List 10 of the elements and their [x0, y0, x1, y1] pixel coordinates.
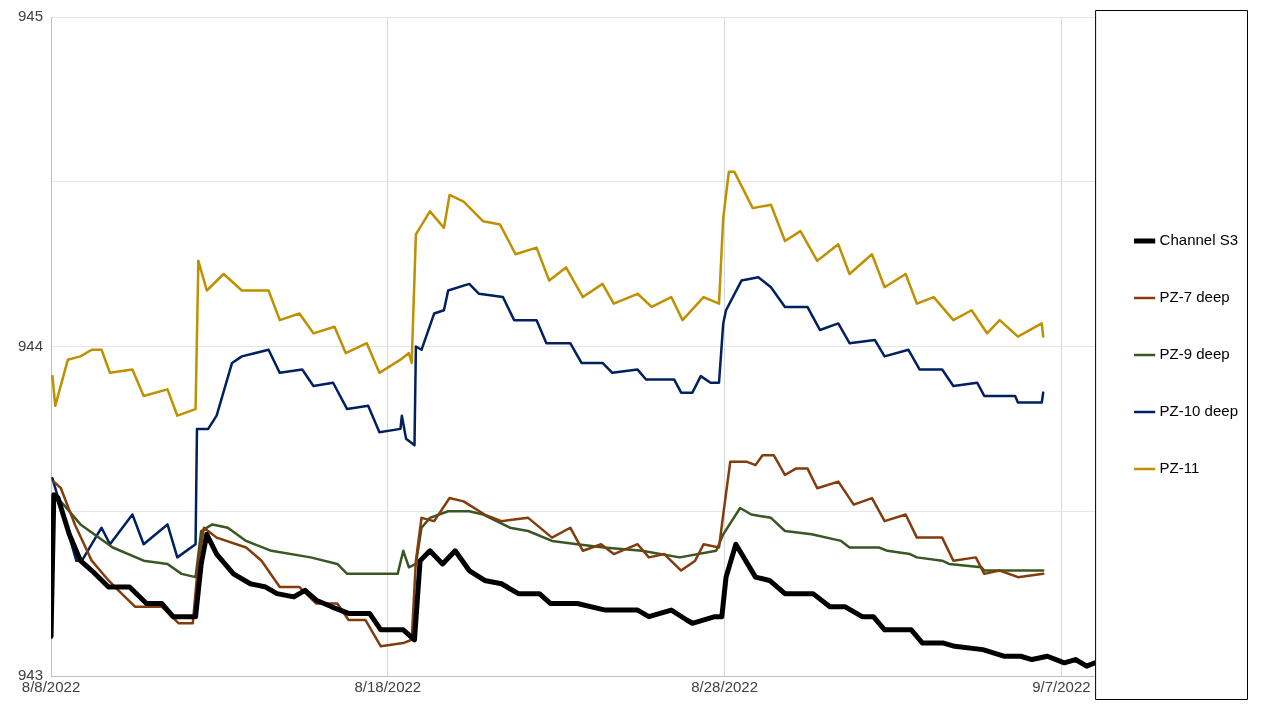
- legend-label: PZ-11: [1159, 459, 1200, 477]
- y-tick-label: 944: [18, 336, 44, 354]
- legend-label: PZ-9 deep: [1159, 345, 1230, 363]
- x-tick-label: 9/7/2022: [1032, 678, 1091, 696]
- x-tick-label: 8/28/2022: [691, 678, 758, 696]
- legend-label: PZ-7 deep: [1159, 288, 1230, 306]
- y-tick-label: 945: [18, 7, 44, 25]
- legend-label: Channel S3: [1159, 231, 1239, 249]
- x-tick-label: 8/18/2022: [354, 678, 422, 696]
- legend-label: PZ-10 deep: [1159, 402, 1238, 420]
